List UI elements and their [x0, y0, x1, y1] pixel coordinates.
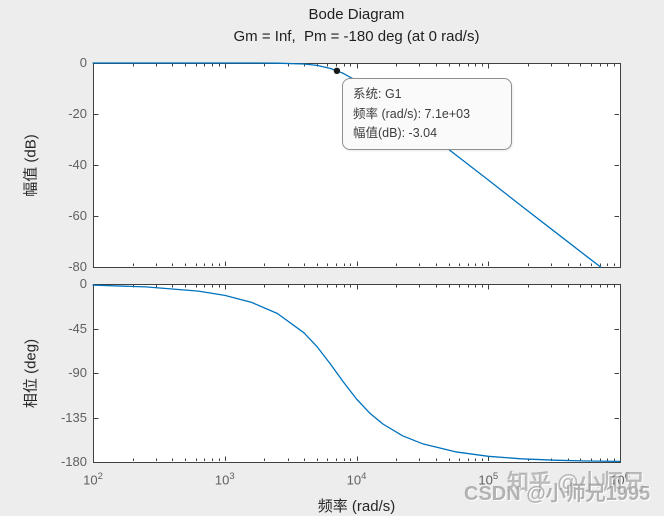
datatip-system-line: 系统: G1: [353, 87, 402, 101]
x-tick-label: 106: [610, 471, 630, 488]
magnitude-y-tick-label: -80: [68, 259, 87, 274]
csdn-watermark: CSDN @小师兄1995: [464, 483, 651, 505]
magnitude-y-tick-label: -20: [68, 106, 87, 121]
figure-title: Bode Diagram: [308, 6, 405, 23]
phase-y-tick-label: -90: [68, 365, 87, 380]
x-tick-label: 104: [346, 471, 367, 488]
datatip-box[interactable]: 系统: G1 频率 (rad/s): 7.1e+03 幅值(dB): -3.04: [342, 78, 512, 150]
x-tick-label: 105: [478, 471, 499, 488]
datatip-magnitude-line: 幅值(dB): -3.04: [353, 126, 438, 140]
magnitude-curve-G1[interactable]: [92, 62, 602, 268]
phase-y-tick-label: -135: [60, 409, 87, 425]
phase-y-tick-label: 0: [79, 276, 87, 291]
phase-plot-area: [93, 284, 621, 463]
phase-tick-marks: [93, 284, 621, 463]
magnitude-y-tick-label: 0: [79, 55, 87, 70]
phase-y-axis-label: 相位 (deg): [22, 338, 40, 409]
datatip-marker[interactable]: [333, 67, 341, 75]
magnitude-y-tick-label: -60: [68, 208, 87, 223]
magnitude-y-axis-label: 幅值 (dB): [22, 134, 40, 197]
phase-curve-G1[interactable]: [92, 284, 621, 463]
x-tick-label: 102: [83, 471, 103, 488]
phase-y-tick-label: -45: [68, 320, 87, 336]
figure-subtitle: Gm = Inf, Pm = -180 deg (at 0 rad/s): [233, 28, 480, 45]
zhihu-watermark: 知乎 @小师兄: [507, 470, 645, 495]
magnitude-y-tick-label: -40: [68, 157, 87, 172]
magnitude-axes: [92, 62, 621, 268]
phase-axes: [92, 284, 621, 463]
phase-y-tick-label: -180: [60, 454, 87, 469]
datatip-frequency-line: 频率 (rad/s): 7.1e+03: [353, 106, 471, 121]
x-tick-label: 103: [214, 471, 235, 488]
